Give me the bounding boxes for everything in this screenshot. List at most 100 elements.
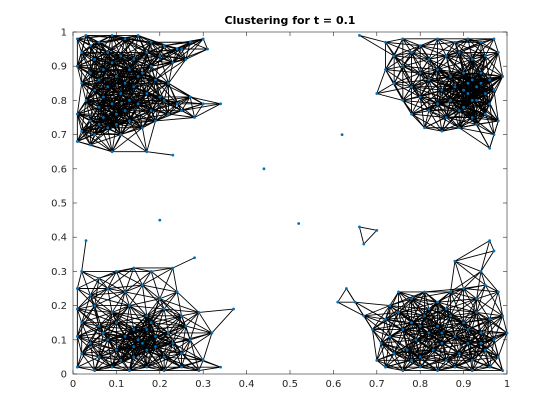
graph-node [149, 321, 153, 325]
graph-edge [81, 322, 104, 334]
graph-node [128, 99, 131, 102]
graph-node [488, 102, 492, 106]
graph-edge [77, 288, 108, 310]
graph-edge [181, 96, 191, 111]
graph-node [431, 348, 435, 352]
graph-edge [116, 271, 143, 286]
graph-node [119, 54, 123, 58]
graph-edge [129, 110, 152, 122]
graph-node [423, 126, 426, 130]
graph-edge [98, 55, 122, 81]
graph-edge [467, 318, 490, 344]
graph-edge [98, 356, 121, 361]
graph-edge [129, 298, 160, 307]
graph-edge [497, 332, 508, 358]
graph-edge [411, 86, 442, 91]
graph-node [384, 317, 387, 321]
graph-edge [146, 308, 165, 317]
graph-edge [129, 100, 156, 122]
graph-node [219, 365, 222, 369]
graph-edge [359, 34, 386, 43]
graph-edge [81, 353, 113, 368]
graph-edge [459, 127, 495, 136]
graph-edge [81, 45, 91, 53]
graph-edge [415, 339, 421, 368]
graph-edge [81, 305, 96, 323]
graph-edge [376, 343, 382, 361]
graph-edge [432, 335, 456, 351]
graph-edge [146, 353, 182, 368]
graph-node [475, 85, 479, 89]
graph-node [180, 365, 183, 369]
graph-node [466, 341, 470, 345]
graph-node [496, 51, 500, 54]
graph-edge [458, 100, 473, 128]
graph-node [88, 293, 92, 297]
graph-node [167, 81, 170, 85]
graph-edge [393, 332, 430, 354]
graph-edge [385, 336, 391, 368]
graph-edge [411, 113, 425, 129]
graph-edge [420, 69, 438, 74]
graph-edge [120, 346, 156, 361]
graph-edge [420, 45, 447, 57]
graph-node [128, 68, 131, 72]
graph-edge [463, 271, 482, 289]
graph-edge [81, 83, 87, 101]
graph-edge [168, 110, 182, 115]
graph-edge [450, 288, 465, 317]
graph-node [84, 239, 88, 243]
graph-node [410, 51, 413, 54]
graph-edge [372, 329, 390, 337]
graph-edge [116, 76, 126, 84]
graph-node [132, 85, 136, 89]
graph-node [175, 290, 179, 294]
graph-node [141, 283, 144, 287]
graph-edge [146, 66, 152, 94]
graph-edge [190, 96, 221, 105]
graph-node [141, 126, 144, 130]
graph-edge [150, 322, 174, 344]
graph-node [453, 259, 457, 263]
graph-edge [138, 339, 173, 344]
graph-edge [211, 308, 234, 334]
graph-edge [419, 325, 434, 351]
graph-edge [103, 69, 139, 77]
graph-edge [363, 230, 378, 245]
graph-edge [385, 69, 412, 88]
graph-edge [129, 366, 147, 372]
graph-node [75, 37, 79, 41]
graph-edge [163, 308, 182, 317]
x-tick-label: 0.4 [239, 379, 255, 390]
graph-node [219, 102, 222, 106]
graph-edge [81, 52, 104, 70]
graph-edge [125, 38, 165, 47]
graph-edge [398, 308, 429, 313]
graph-node [180, 109, 183, 113]
graph-edge [172, 41, 191, 64]
graph-node [110, 150, 114, 154]
graph-edge [155, 103, 178, 122]
graph-edge [497, 52, 504, 77]
graph-node [488, 78, 492, 82]
graph-edge [94, 356, 100, 371]
graph-node [388, 334, 392, 338]
graph-edge [124, 284, 143, 293]
graph-edge [459, 38, 495, 53]
graph-node [88, 143, 92, 147]
graph-edge [445, 336, 456, 361]
graph-node [453, 40, 457, 44]
graph-edge [111, 55, 122, 64]
graph-node [440, 331, 444, 335]
graph-node [397, 311, 400, 314]
graph-edge [411, 359, 438, 371]
y-tick-label: 0.6 [51, 164, 67, 175]
graph-edge [389, 336, 412, 361]
graph-edge [472, 356, 499, 361]
graph-edge [419, 332, 430, 358]
graph-edge [402, 360, 412, 371]
graph-edge [467, 315, 503, 330]
graph-edge [402, 96, 421, 101]
graph-edge [454, 312, 477, 337]
graph-edge [155, 58, 187, 81]
